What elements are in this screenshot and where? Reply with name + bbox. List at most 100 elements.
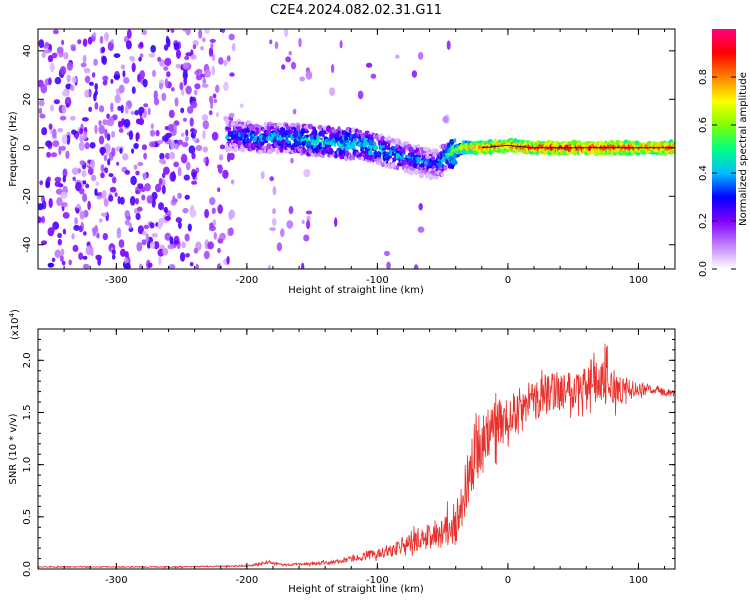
noise-cell	[96, 232, 100, 239]
noise-cell	[110, 102, 114, 113]
noise-cell	[90, 174, 97, 182]
noise-cell	[182, 207, 189, 214]
snr-scale-prefix: (x10	[10, 317, 21, 340]
noise-cell	[98, 124, 105, 135]
noise-cell	[174, 97, 179, 107]
noise-cell	[272, 217, 277, 227]
noise-cell	[108, 173, 114, 178]
noise-cell	[91, 72, 96, 78]
noise-cell	[298, 37, 302, 48]
ridge-cell	[516, 139, 521, 143]
ridge-cell	[301, 133, 304, 137]
noise-cell	[175, 217, 182, 223]
noise-cell	[194, 89, 198, 96]
noise-cell	[142, 230, 147, 236]
noise-cell	[164, 215, 171, 221]
noise-cell	[276, 242, 283, 252]
noise-cell	[179, 82, 184, 91]
noise-cell	[61, 202, 68, 208]
noise-cell	[198, 29, 203, 39]
ridge-cell	[428, 174, 434, 181]
noise-cell	[157, 56, 162, 62]
ridge-cell	[238, 139, 242, 146]
noise-cell	[60, 248, 65, 256]
noise-cell	[178, 221, 182, 229]
noise-cell	[113, 53, 121, 58]
noise-cell	[135, 118, 141, 125]
noise-cell	[59, 65, 67, 76]
noise-cell	[136, 241, 143, 252]
noise-cell	[182, 70, 188, 80]
noise-cell	[92, 32, 97, 37]
noise-cell	[147, 262, 153, 268]
ridge-cell	[385, 160, 389, 164]
noise-cell	[61, 104, 67, 114]
noise-cell	[87, 167, 94, 176]
noise-cell	[228, 33, 235, 41]
noise-cell	[202, 37, 206, 43]
noise-cell	[163, 207, 168, 213]
noise-cell	[102, 75, 109, 81]
noise-cell	[179, 252, 186, 262]
colorbar-gradient	[712, 29, 736, 269]
noise-cell	[85, 183, 90, 189]
ridge-cell	[258, 127, 261, 134]
noise-cell	[202, 129, 206, 140]
ridge-cell	[308, 123, 313, 129]
noise-cell	[217, 238, 224, 244]
noise-cell	[204, 29, 210, 34]
noise-cell	[163, 44, 169, 51]
noise-cell	[239, 103, 244, 109]
noise-cell	[167, 123, 174, 132]
noise-cell	[229, 72, 235, 77]
noise-cell	[116, 232, 122, 239]
noise-cell	[114, 192, 118, 197]
noise-cell	[131, 148, 135, 154]
noise-cell	[211, 207, 216, 214]
noise-cell	[71, 233, 75, 240]
x-tick-label: 0	[505, 275, 511, 286]
noise-cell	[208, 225, 216, 232]
noise-cell	[158, 256, 162, 266]
noise-cell	[106, 119, 111, 126]
noise-cell	[60, 191, 68, 199]
noise-cell	[98, 135, 105, 145]
noise-cell	[39, 113, 46, 119]
noise-cell	[128, 222, 132, 230]
noise-cell	[103, 154, 108, 162]
ridge-cell	[231, 130, 236, 134]
noise-cell	[146, 195, 153, 204]
noise-cell	[117, 105, 122, 111]
noise-cell	[98, 218, 103, 223]
noise-cell	[202, 146, 208, 153]
ridge-cell	[305, 138, 310, 142]
ridge-cell	[224, 118, 230, 125]
noise-cell	[52, 128, 57, 139]
noise-cell	[143, 103, 149, 108]
noise-cell	[215, 84, 220, 94]
noise-cell	[135, 132, 139, 142]
noise-cell	[57, 232, 62, 239]
noise-cell	[267, 264, 271, 269]
noise-cell	[210, 42, 214, 49]
svg-text:(x104): (x104)	[8, 309, 21, 340]
noise-cell	[99, 105, 105, 113]
noise-cell	[177, 192, 183, 199]
noise-cell	[211, 131, 219, 141]
ridge-cell	[324, 136, 329, 140]
noise-cell	[164, 232, 172, 241]
noise-cell	[88, 106, 93, 113]
noise-cell	[80, 62, 87, 68]
noise-cell	[78, 141, 85, 151]
noise-cell	[41, 127, 48, 136]
noise-cell	[61, 260, 66, 266]
noise-cell	[215, 112, 219, 118]
noise-cell	[45, 181, 50, 189]
noise-cell	[70, 84, 75, 92]
ridge-cell	[381, 147, 386, 151]
noise-cell	[118, 128, 124, 133]
snr-panel: -300 -200 -100 0 100 0.0 0.5 1.0 1.5 2.0 Height o…	[8, 309, 676, 595]
noise-cell	[122, 70, 126, 78]
noise-cell	[138, 56, 142, 62]
